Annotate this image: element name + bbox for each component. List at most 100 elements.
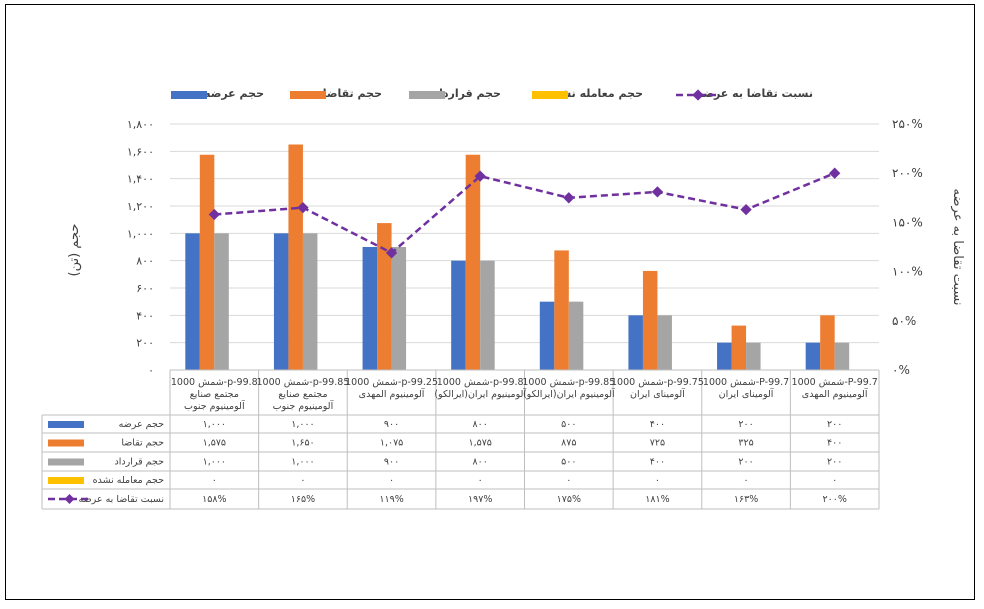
ratio-point — [385, 247, 398, 259]
bar — [185, 233, 200, 370]
legend-label: حجم معامله نشده — [548, 87, 643, 100]
table-row-label: حجم تقاضا — [121, 438, 164, 449]
table-row-label: حجم قرارداد — [115, 457, 165, 468]
bar — [288, 144, 303, 370]
category-label: آلومینیوم المهدی — [359, 387, 425, 400]
category-label: 1000 شمش-p-99.8 — [437, 377, 524, 388]
y-right-tick-label: ۲۰۰% — [892, 166, 923, 180]
table-cell: ۲۰۰ — [738, 457, 753, 468]
table-cell: ۲۰۰ — [738, 419, 753, 430]
bar — [731, 325, 747, 370]
table-cell: ۱,۰۰۰ — [203, 457, 226, 468]
table-cell: ۱۶۵% — [291, 494, 315, 505]
table-cell: ۱۱۹% — [379, 494, 403, 505]
ratio-point — [829, 167, 841, 179]
legend-swatch — [532, 91, 568, 99]
y-left-tick-label: ۸۰۰ — [136, 255, 154, 268]
y-left-tick-label: ۴۰۰ — [136, 309, 154, 322]
table-row-key — [48, 421, 84, 428]
table-cell: ۱,۵۷۵ — [203, 438, 226, 449]
bar — [302, 233, 318, 370]
table-cell: ۰ — [744, 475, 749, 486]
table-cell: ۴۰۰ — [650, 419, 665, 430]
table-cell: ۲۰۰% — [823, 494, 847, 505]
bar — [657, 315, 672, 370]
table-cell: ۴۰۰ — [827, 438, 842, 449]
chart: ۰ ۲۰۰ ۴۰۰ ۶۰۰ ۸۰۰ ۱,۰۰۰ ۱,۲۰۰ ۱,۴۰۰ ۱,۶۰۰ ۱,۸۰۰ ۰%… — [41, 87, 965, 510]
category-label: 1000 شمش-p-99.85 — [522, 377, 615, 388]
table-cell: ۰ — [212, 475, 217, 486]
y-left-tick-label: ۰ — [148, 364, 154, 377]
bar — [746, 342, 761, 370]
y-left-tick-label: ۱,۸۰۰ — [127, 118, 154, 131]
table-cell: ۷۲۵ — [650, 438, 665, 449]
category-label: 1000 شمش-P-99.7 — [792, 377, 878, 388]
table-cell: ۴۰۰ — [650, 457, 665, 468]
y-right-tick-label: ۰% — [892, 363, 910, 377]
bar — [805, 342, 821, 370]
table-cell: ۱,۰۰۰ — [291, 457, 314, 468]
ratio-point — [563, 192, 575, 204]
table-cell: ۱۷۵% — [557, 494, 581, 505]
bar — [273, 233, 289, 370]
table-cell: ۱۸۱% — [645, 494, 669, 505]
table-cell: ۱,۶۵۰ — [291, 438, 314, 449]
table-row-label: حجم معامله نشده — [93, 475, 164, 486]
legend-swatch — [409, 91, 445, 99]
legend-swatch — [171, 91, 207, 99]
table-cell: ۱,۰۷۵ — [380, 438, 403, 449]
y-right-tick-label: ۱۵۰% — [892, 215, 923, 229]
bar — [362, 247, 378, 370]
bar — [717, 342, 732, 370]
category-label: آلومینیوم جنوب — [273, 399, 334, 412]
table-row-label: نسبت تقاضا به عرضه — [79, 494, 165, 505]
ratio-line — [214, 172, 836, 255]
legend-label: حجم تقاضا — [323, 87, 382, 100]
ratio-point — [208, 208, 220, 221]
y-left-tick-label: ۱,۰۰۰ — [127, 227, 154, 240]
table-row-label: حجم عرضه — [119, 419, 165, 430]
y-left-tick-label: ۱,۶۰۰ — [127, 145, 154, 158]
table-cell: ۰ — [832, 475, 837, 486]
table-cell: ۵۰۰ — [561, 419, 576, 430]
y-right-tick-label: ۱۰۰% — [892, 265, 923, 279]
y-left-axis-title: حجم (تن) — [67, 224, 82, 277]
category-label: 1000 شمش-P-99.7 — [703, 377, 789, 388]
bar — [539, 301, 555, 370]
bar — [451, 260, 466, 370]
category-label: 1000 شمش-p-99.85 — [257, 377, 350, 388]
legend-label: حجم قرارداد — [433, 87, 501, 100]
bar — [554, 250, 569, 370]
ratio-point — [740, 203, 752, 216]
category-label: 1000 شمش-p-99.8 — [171, 377, 258, 388]
bar — [480, 260, 495, 370]
bar — [820, 315, 835, 370]
table-cell: ۰ — [478, 475, 483, 486]
ratio-point — [651, 186, 664, 198]
y-left-tick-label: ۱,۲۰۰ — [127, 200, 154, 213]
table-cell: ۰ — [566, 475, 571, 486]
ratio-point — [297, 201, 309, 214]
bar — [628, 315, 643, 370]
y-right-tick-label: ۵۰% — [892, 314, 916, 328]
table-cell: ۹۰۰ — [384, 457, 399, 468]
table-cell: ۸۰۰ — [473, 419, 488, 430]
legend-label: حجم عرضه — [204, 87, 264, 100]
category-label: 1000 شمش-p-99.25 — [345, 377, 438, 388]
bar — [465, 154, 481, 370]
y-left-tick-label: ۲۰۰ — [136, 337, 154, 350]
table-cell: ۱,۵۷۵ — [468, 438, 491, 449]
y-left-tick-label: ۱,۴۰۰ — [127, 173, 154, 186]
category-label: آلومینیوم جنوب — [184, 399, 245, 412]
bar — [214, 233, 229, 370]
table-cell: ۱۵۸% — [202, 494, 226, 505]
category-label: آلومینیوم المهدی — [802, 387, 868, 400]
table-row-key — [48, 477, 84, 484]
table-cell: ۰ — [655, 475, 660, 486]
y-right-axis-title: نسبت تقاضا به عرضه — [950, 189, 965, 306]
table-cell: ۸۷۵ — [561, 438, 576, 449]
y-left-tick-label: ۶۰۰ — [136, 282, 154, 295]
y-right-tick-label: ۲۵۰% — [892, 117, 923, 131]
bar — [642, 270, 658, 370]
bar — [377, 223, 392, 370]
